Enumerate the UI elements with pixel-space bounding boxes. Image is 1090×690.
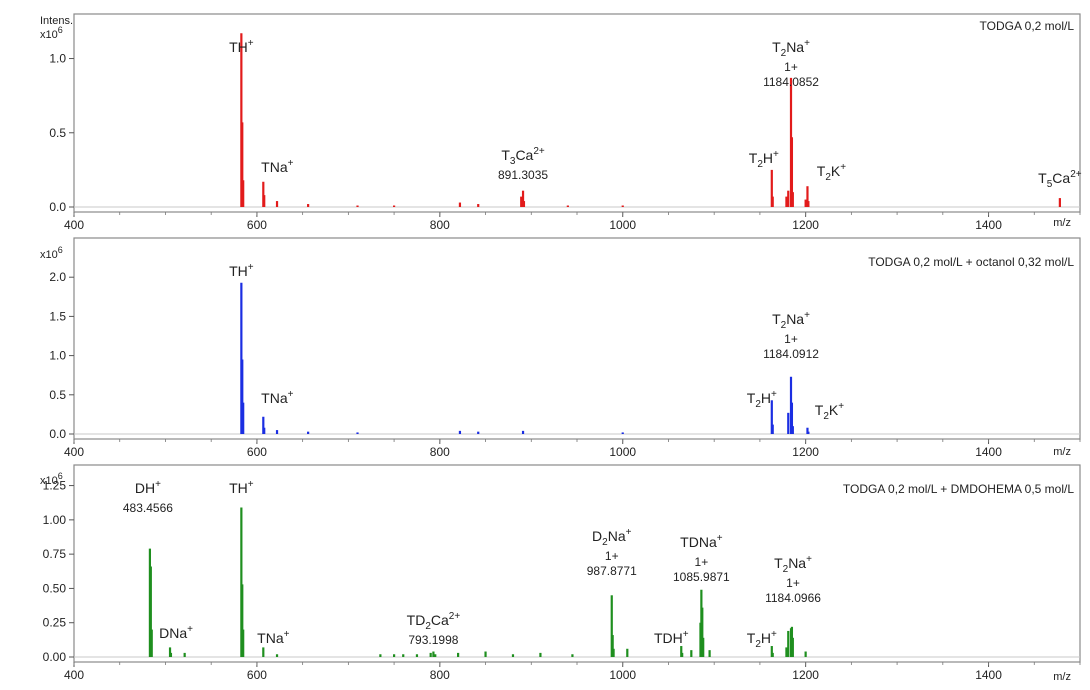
- y-tick-label: 1.00: [43, 513, 67, 527]
- x-tick-label: 600: [247, 445, 267, 459]
- y-multiplier: x106: [40, 245, 63, 261]
- peak-mz-label: 891.3035: [498, 168, 548, 182]
- x-tick-label: 800: [430, 668, 450, 682]
- y-tick-label: 0.0: [49, 200, 66, 214]
- peak-mz-label: 1+: [784, 332, 798, 346]
- x-tick-label: 1200: [792, 218, 819, 232]
- y-tick-label: 1.0: [49, 52, 66, 66]
- y-tick-label: 0.00: [43, 650, 67, 664]
- peak-ion-label: TH+: [229, 479, 254, 496]
- peak-ion-label: TH+: [229, 38, 254, 55]
- peak-ion-label: T2Na+: [772, 310, 810, 331]
- peak-mz-label: 1+: [784, 60, 798, 74]
- y-tick-label: 1.25: [43, 479, 67, 493]
- peak-ion-label: T2H+: [749, 149, 779, 170]
- x-tick-label: 1200: [792, 668, 819, 682]
- peak-ion-label: TD2Ca2+: [407, 611, 461, 632]
- peak-ion-label: T2Na+: [772, 38, 810, 59]
- x-tick-label: 1400: [975, 445, 1002, 459]
- peak-ion-label: TDNa+: [680, 533, 723, 550]
- x-tick-label: 400: [64, 445, 84, 459]
- peak-ion-label: TNa+: [261, 389, 293, 406]
- y-tick-label: 1.5: [49, 309, 66, 323]
- panel-title: TODGA 0,2 mol/L + octanol 0,32 mol/L: [868, 255, 1074, 269]
- spectrum-panel-todga-dmdohema: 0.00 0.25 0.50 0.75 1.00 1.25 400 600 800 1000 12…: [40, 464, 1081, 683]
- peak-mz-label: 1085.9871: [673, 570, 730, 584]
- y-multiplier: x106: [40, 471, 63, 487]
- x-axis-unit: m/z: [1053, 446, 1071, 458]
- peak-ion-label: T2H+: [747, 389, 777, 410]
- x-tick-label: 800: [430, 218, 450, 232]
- x-tick-label: 1000: [609, 668, 636, 682]
- x-tick-label: 400: [64, 668, 84, 682]
- x-tick-label: 1400: [975, 218, 1002, 232]
- panel-title: TODGA 0,2 mol/L + DMDOHEMA 0,5 mol/L: [843, 482, 1074, 496]
- y-tick-label: 0.50: [43, 581, 67, 595]
- y-tick-label: 0.0: [49, 427, 66, 441]
- panel-title: TODGA 0,2 mol/L: [980, 19, 1075, 33]
- y-tick-label: 0.25: [43, 616, 67, 630]
- y-tick-label: 0.5: [49, 388, 66, 402]
- x-tick-label: 1000: [609, 445, 636, 459]
- x-tick-label: 1200: [792, 445, 819, 459]
- peak-ion-label: T3Ca2+: [501, 146, 545, 167]
- peak-mz-label: 1+: [605, 549, 619, 563]
- x-tick-label: 400: [64, 218, 84, 232]
- y-multiplier: x106: [40, 25, 63, 41]
- y-tick-label: 0.75: [43, 547, 67, 561]
- peak-mz-label: 1184.0966: [765, 591, 821, 605]
- peak-mz-label: 1184.0852: [763, 75, 819, 89]
- peak-ion-label: TDH+: [654, 629, 689, 646]
- plot-frame: [73, 13, 1081, 213]
- x-tick-label: 800: [430, 445, 450, 459]
- spectrum-panel-todga-octanol: 0.0 0.5 1.0 1.5 2.0 400 600 800 1000 1200 1400 TH…: [40, 237, 1081, 459]
- peak-mz-label: 483.4566: [123, 501, 173, 515]
- peak-ion-label: T2Na+: [774, 554, 812, 575]
- peak-ion-label: DH+: [135, 479, 161, 496]
- peak-ion-label: DNa+: [159, 624, 193, 641]
- x-tick-label: 1400: [975, 668, 1002, 682]
- peak-mz-label: 1184.0912: [763, 347, 819, 361]
- peak-ion-label: T5Ca2+: [1038, 169, 1082, 190]
- y-axis-label: Intens.: [40, 15, 73, 27]
- peak-ion-label: TH+: [229, 262, 254, 279]
- peak-mz-label: 1+: [786, 576, 800, 590]
- y-tick-label: 1.0: [49, 349, 66, 363]
- peak-ion-label: T2H+: [747, 629, 777, 650]
- x-tick-label: 1000: [609, 218, 636, 232]
- peak-ion-label: TNa+: [261, 158, 293, 175]
- y-tick-label: 0.5: [49, 126, 66, 140]
- x-tick-label: 600: [247, 218, 267, 232]
- peak-mz-label: 987.8771: [587, 564, 637, 578]
- x-axis-unit: m/z: [1053, 217, 1071, 229]
- peak-mz-label: 793.1998: [408, 633, 458, 647]
- y-tick-label: 2.0: [49, 270, 66, 284]
- peak-mz-label: 1+: [695, 555, 709, 569]
- peak-ion-label: T2K+: [817, 162, 846, 183]
- x-axis-unit: m/z: [1053, 671, 1071, 683]
- spectrum-panel-todga: 0.0 0.5 1.0 400 600 800 1000 1200 1400 TH+ TNa+ T…: [40, 13, 1082, 232]
- x-tick-label: 600: [247, 668, 267, 682]
- peak-ion-label: TNa+: [257, 629, 289, 646]
- peak-ion-label: D2Na+: [592, 527, 632, 548]
- peak-ion-label: T2K+: [815, 401, 844, 422]
